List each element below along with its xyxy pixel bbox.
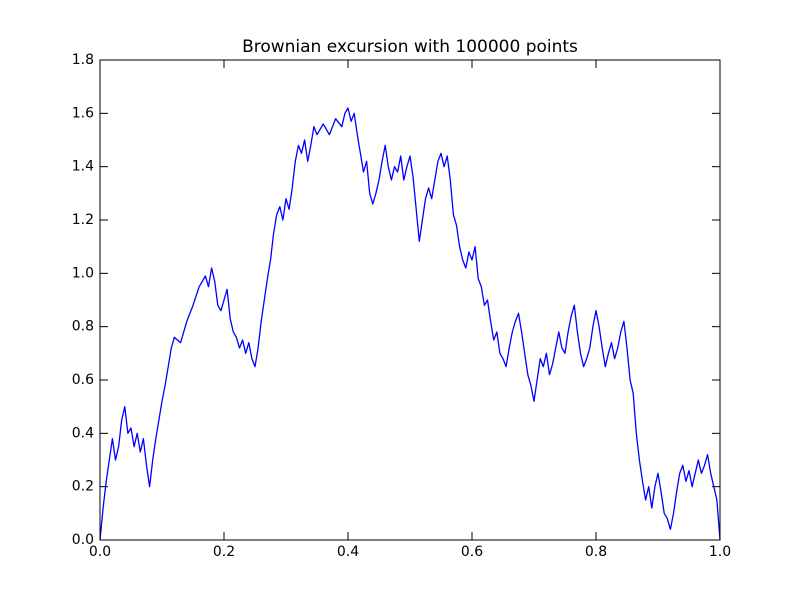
x-tick-label: 0.0 — [89, 544, 111, 560]
y-tick-label: 0.2 — [72, 479, 94, 495]
y-tick-label: 1.4 — [72, 159, 94, 175]
x-tick-label: 0.6 — [461, 544, 483, 560]
data-line — [99, 107, 721, 541]
y-tick-label: 0.0 — [72, 532, 94, 548]
x-tick-label: 0.8 — [585, 544, 607, 560]
y-tick-label: 1.6 — [72, 105, 94, 121]
y-tick-label: 0.6 — [72, 372, 94, 388]
y-tick-label: 1.0 — [72, 265, 94, 281]
x-tick-label: 0.4 — [337, 544, 359, 560]
x-tick-label: 0.2 — [213, 544, 235, 560]
y-tick-label: 1.8 — [72, 52, 94, 68]
y-tick-label: 0.8 — [72, 319, 94, 335]
y-tick-label: 1.2 — [72, 212, 94, 228]
x-tick-label: 1.0 — [709, 544, 731, 560]
y-tick-label: 0.4 — [72, 425, 94, 441]
plot-frame — [99, 59, 721, 541]
chart-title: Brownian excursion with 100000 points — [242, 37, 578, 57]
